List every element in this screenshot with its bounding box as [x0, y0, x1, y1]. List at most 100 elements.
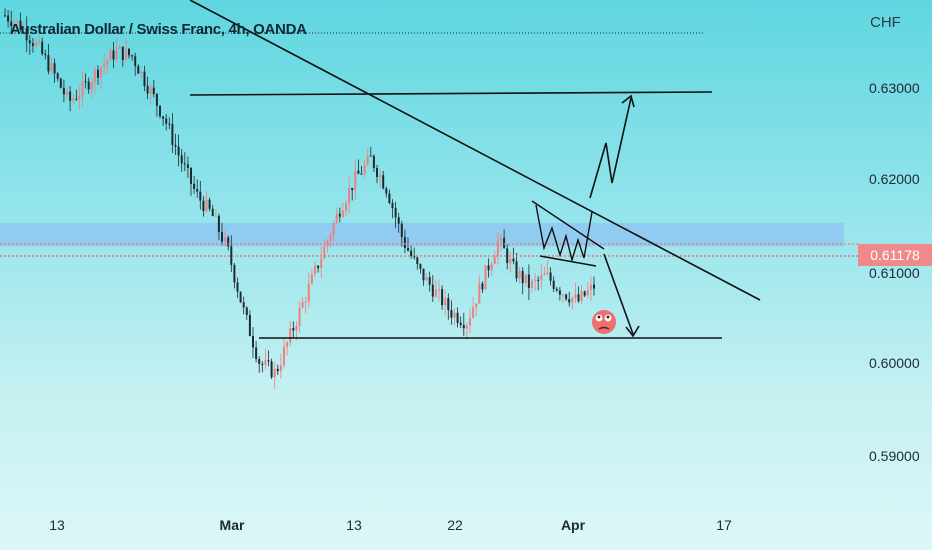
candle-body [571, 297, 574, 303]
candle-body [403, 237, 406, 248]
candle-body [214, 215, 217, 217]
candle-body [323, 246, 326, 259]
candle-body [69, 91, 72, 101]
candle-body [124, 48, 127, 61]
candle-body [13, 22, 16, 27]
candle-body [66, 91, 68, 95]
candle-body [106, 60, 109, 64]
candle-body [146, 86, 149, 94]
candle-body [165, 118, 168, 124]
candle-body [72, 98, 75, 101]
candle-body [152, 87, 155, 95]
candle-body [444, 298, 447, 306]
candle-body [199, 191, 202, 201]
candle-body [376, 167, 378, 178]
bullish-projection-path [589, 97, 632, 199]
candle-body [515, 261, 518, 279]
candle-body [128, 48, 130, 56]
candle-body [267, 360, 270, 362]
candle-body [568, 299, 571, 303]
candle-body [363, 164, 366, 174]
candle-body [394, 208, 397, 218]
candle-body [506, 248, 509, 264]
candle-body [565, 294, 568, 300]
candle-body [270, 361, 273, 378]
candle-body [431, 284, 434, 297]
candle-body [264, 360, 267, 365]
candle-body [419, 264, 422, 269]
candle-body [159, 105, 161, 117]
candle-body [360, 173, 363, 175]
y-tick-label: 0.61000 [869, 265, 920, 281]
candle-body [372, 155, 375, 168]
wedge-lower-line [539, 255, 597, 267]
candle-body [555, 288, 558, 291]
candle-body [382, 175, 385, 189]
candle-body [78, 95, 81, 100]
candle-body [7, 15, 10, 22]
candle-body [289, 328, 292, 343]
candle-body [298, 307, 301, 326]
candle-body [304, 301, 307, 303]
candle-body [202, 200, 205, 212]
candle-body [41, 41, 44, 54]
candle-body [205, 199, 208, 212]
candle-body [143, 71, 146, 87]
candle-body [279, 365, 282, 372]
candle-body [239, 291, 242, 303]
candle-body [10, 21, 13, 27]
candle-body [109, 50, 112, 61]
candle-body [87, 81, 90, 90]
candle-body [422, 268, 425, 281]
candle-body [397, 217, 400, 224]
candle-body [186, 164, 189, 168]
candle-body [410, 250, 413, 256]
candle-body [577, 294, 580, 302]
candle-body [50, 63, 53, 72]
candle-body [546, 272, 549, 275]
candle-body [103, 63, 106, 67]
y-tick-label: 0.60000 [869, 355, 920, 371]
candle-body [174, 144, 177, 147]
candle-body [345, 203, 347, 211]
candle-body [438, 289, 440, 291]
candle-body [217, 215, 220, 233]
candle-body [149, 87, 152, 94]
candle-body [589, 284, 592, 290]
candle-body [462, 324, 465, 329]
candle-body [425, 277, 428, 281]
candle-body [500, 237, 502, 241]
candle-body [531, 280, 533, 288]
candle-body [47, 55, 50, 72]
bearish-projection-path [603, 253, 634, 335]
candle-body [338, 213, 341, 217]
currency-label: CHF [870, 14, 901, 31]
candle-body [53, 63, 56, 74]
candle-body [233, 265, 236, 283]
candle-body [75, 98, 78, 100]
candle-body [283, 346, 285, 366]
candle-body [351, 187, 354, 191]
candle-body [487, 265, 490, 271]
candle-body [112, 50, 115, 60]
candle-body [320, 258, 323, 269]
candle-body [379, 175, 382, 178]
candle-body [252, 335, 254, 348]
candle-body [388, 193, 391, 203]
candle-body [44, 53, 47, 56]
candle-body [413, 255, 416, 258]
candle-body [22, 28, 25, 30]
candle-body [242, 302, 245, 308]
candle-body [261, 363, 264, 365]
candle-body [348, 187, 351, 204]
candle-body [59, 78, 62, 88]
x-tick-label: 13 [346, 517, 362, 533]
candle-body [16, 20, 19, 23]
candle-body [180, 155, 183, 164]
candle-body [416, 257, 419, 265]
candle-body [255, 347, 258, 360]
candle-body [357, 170, 360, 174]
candle-body [580, 291, 583, 302]
